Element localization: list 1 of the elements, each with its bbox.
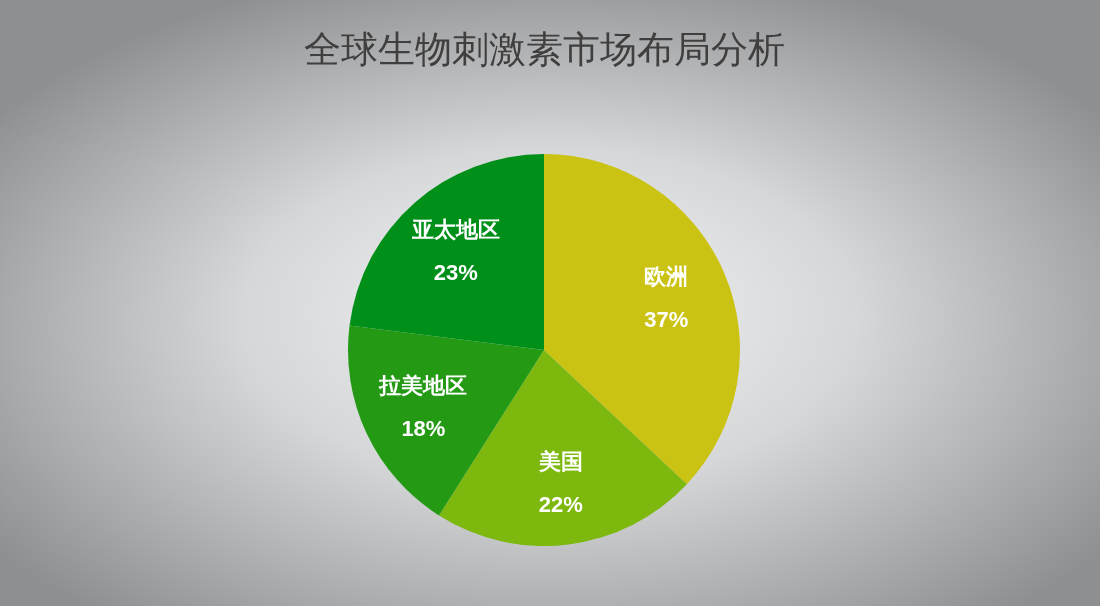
title: 全球生物刺激素市场布局分析 <box>303 29 785 70</box>
